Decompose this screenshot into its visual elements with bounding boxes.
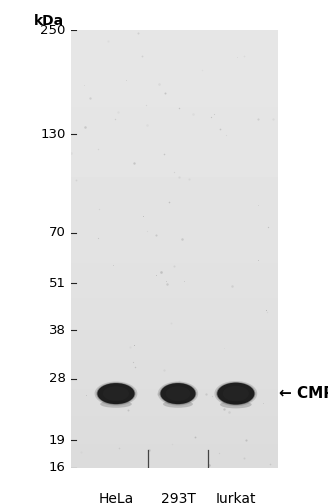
Text: 16: 16 bbox=[49, 461, 66, 474]
Ellipse shape bbox=[103, 386, 129, 401]
Ellipse shape bbox=[160, 383, 195, 404]
Text: kDa: kDa bbox=[34, 14, 64, 28]
Text: ← CMPK1: ← CMPK1 bbox=[279, 386, 328, 401]
Text: 293T: 293T bbox=[160, 492, 195, 503]
Ellipse shape bbox=[96, 383, 135, 404]
Ellipse shape bbox=[215, 381, 257, 406]
Ellipse shape bbox=[166, 386, 190, 401]
Text: Jurkat: Jurkat bbox=[215, 492, 256, 503]
Text: HeLa: HeLa bbox=[98, 492, 133, 503]
Text: 250: 250 bbox=[40, 24, 66, 37]
Ellipse shape bbox=[217, 383, 255, 404]
Ellipse shape bbox=[94, 381, 137, 405]
Text: 38: 38 bbox=[49, 323, 66, 337]
Text: 51: 51 bbox=[49, 277, 66, 290]
Text: 28: 28 bbox=[49, 372, 66, 385]
Ellipse shape bbox=[163, 400, 193, 408]
Ellipse shape bbox=[100, 400, 132, 408]
Ellipse shape bbox=[97, 383, 134, 404]
Text: 70: 70 bbox=[49, 226, 66, 239]
Ellipse shape bbox=[223, 386, 249, 401]
Ellipse shape bbox=[216, 382, 256, 405]
Ellipse shape bbox=[220, 401, 252, 408]
Ellipse shape bbox=[158, 381, 198, 405]
Ellipse shape bbox=[159, 383, 196, 404]
Text: 19: 19 bbox=[49, 434, 66, 447]
Text: 130: 130 bbox=[40, 128, 66, 141]
